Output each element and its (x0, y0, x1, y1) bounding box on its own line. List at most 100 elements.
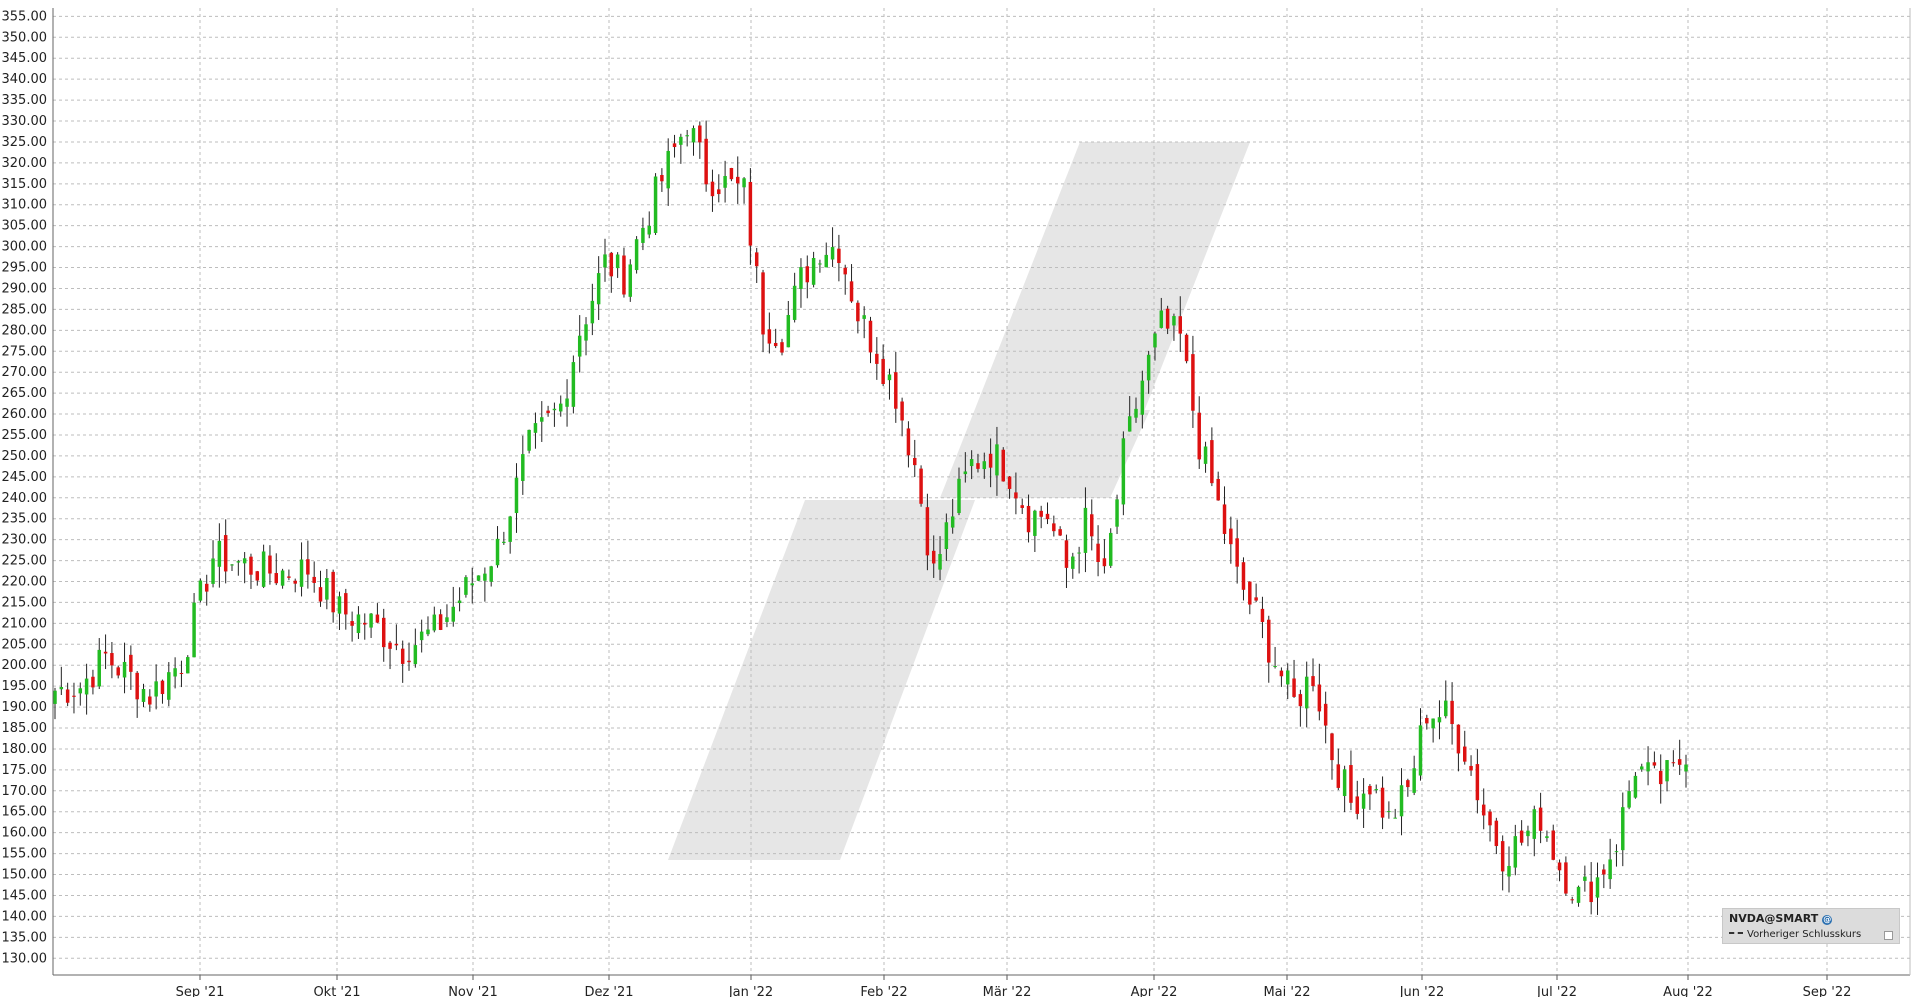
candle-down (407, 660, 411, 663)
candle-down (204, 583, 209, 592)
candle-up (685, 135, 689, 137)
legend-toggle-checkbox[interactable] (1884, 931, 1893, 940)
candle-down (868, 320, 873, 353)
y-tick-label: 230.00 (2, 533, 48, 548)
candle-up (1513, 836, 1518, 868)
x-tick-label: Dez '21 (584, 985, 633, 997)
candle-up (552, 408, 557, 411)
candle-up (742, 178, 746, 188)
candle-down (249, 556, 253, 575)
y-tick-label: 210.00 (2, 616, 48, 631)
candle-up (217, 540, 222, 567)
candle-down (729, 167, 734, 180)
candle-down (546, 410, 550, 414)
candle-down (672, 143, 677, 148)
candle-down (148, 696, 152, 705)
candle-up (950, 516, 955, 528)
x-tick-labels: Sep '21 Okt '21 Nov '21 Dez '21 Jan '22 Feb '… (176, 985, 1852, 1000)
y-tick-label: 205.00 (2, 637, 48, 652)
candle-down (1500, 841, 1505, 872)
candle-down (110, 653, 114, 666)
candle-down (223, 535, 228, 572)
candle-up (1608, 859, 1612, 880)
candle-up (1127, 416, 1132, 432)
candle-up (1304, 676, 1309, 709)
candle-down (1652, 762, 1657, 766)
candle-down (1014, 492, 1018, 499)
candle-down (1298, 694, 1303, 707)
candle-down (622, 255, 626, 295)
candle-up (211, 558, 215, 584)
candle-up (356, 614, 361, 634)
candle-down (1380, 787, 1385, 818)
candle-down (717, 189, 721, 195)
candle-down (381, 617, 386, 648)
candle-up (1576, 886, 1581, 903)
candle-up (1545, 836, 1549, 839)
candle-up (514, 477, 519, 514)
candle-up (666, 150, 670, 189)
candle-down (394, 643, 399, 646)
candle-down (1235, 538, 1239, 567)
candle-down (91, 676, 95, 688)
candle-up (426, 629, 430, 635)
y-tick-label: 340.00 (2, 72, 48, 87)
candle-down (913, 457, 917, 466)
axes (52, 8, 1911, 976)
candle-down (1102, 558, 1107, 567)
y-tick-label: 310.00 (2, 198, 48, 213)
candle-down (780, 342, 784, 353)
x-tick-label: Nov '21 (448, 985, 498, 997)
candle-up (451, 606, 456, 622)
candle-down (388, 642, 392, 649)
candle-up (1387, 811, 1391, 813)
candle-up (53, 690, 57, 704)
y-tick-label: 320.00 (2, 156, 48, 171)
y-tick-label: 155.00 (2, 847, 48, 862)
candle-down (400, 648, 405, 664)
y-tick-labels: 130.00 135.00 140.00 145.00 150.00 155.00 160.… (2, 9, 48, 966)
candle-down (1488, 811, 1492, 826)
candle-up (1146, 354, 1151, 381)
candle-down (1267, 619, 1271, 663)
y-tick-label: 325.00 (2, 135, 48, 150)
candle-up (982, 461, 987, 470)
y-tick-label: 220.00 (2, 575, 48, 590)
candle-up (1342, 769, 1347, 797)
candle-up (489, 566, 493, 582)
legend: NVDA@SMART @ Vorheriger Schlusskurs (1722, 908, 1900, 944)
candle-up (242, 558, 247, 564)
candle-down (1001, 449, 1005, 482)
candle-down (976, 463, 980, 469)
candle-up (1418, 725, 1423, 776)
legend-symbol: NVDA@SMART @ (1729, 912, 1833, 925)
candle-up (280, 570, 285, 586)
candle-up (647, 225, 651, 235)
candle-down (1570, 899, 1574, 901)
at-icon[interactable]: @ (1822, 915, 1833, 925)
y-tick-label: 180.00 (2, 742, 48, 757)
candle-down (318, 587, 323, 602)
y-tick-label: 345.00 (2, 51, 48, 66)
candle-up (723, 176, 727, 188)
y-tick-label: 280.00 (2, 323, 48, 338)
candle-up (413, 645, 418, 665)
candle-down (925, 507, 930, 556)
candle-down (1330, 733, 1334, 761)
candle-down (988, 453, 993, 468)
candle-up (1393, 817, 1397, 819)
candle-up (1640, 766, 1644, 770)
candle-up (1399, 785, 1404, 817)
candle-down (1007, 476, 1012, 489)
candle-up (995, 444, 999, 476)
y-tick-label: 150.00 (2, 868, 48, 883)
candle-up (957, 478, 961, 514)
candle-up (830, 247, 835, 260)
candle-down (103, 651, 108, 654)
candle-up (483, 573, 487, 581)
x-tick-label: Aug '22 (1663, 985, 1713, 997)
candle-down (1336, 764, 1341, 788)
candle-up (1361, 793, 1366, 809)
candle-up (584, 324, 588, 341)
